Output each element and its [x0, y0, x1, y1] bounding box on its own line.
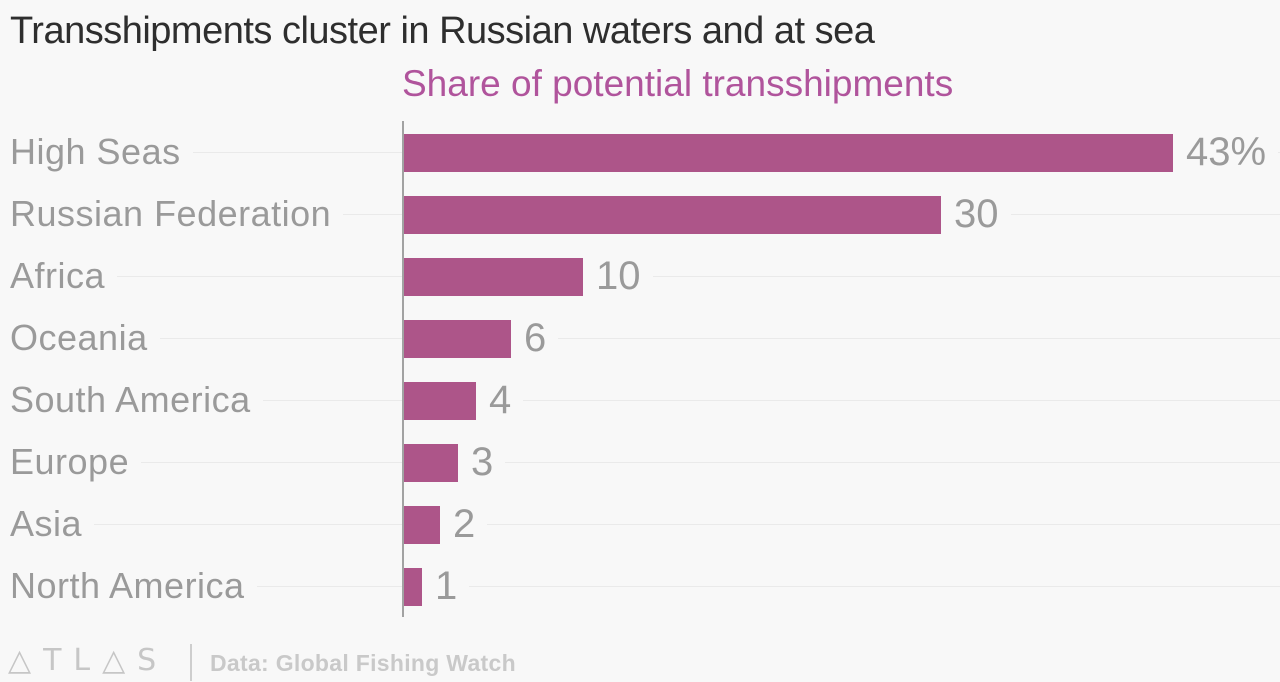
bar-asia [404, 506, 440, 544]
bar-russian-federation [404, 196, 941, 234]
category-label: Russian Federation [0, 183, 344, 245]
value-label: 10 [583, 245, 653, 307]
bar-north-america [404, 568, 422, 606]
data-source-credit: Data: Global Fishing Watch [210, 650, 516, 676]
chart-row: Oceania 6 [0, 307, 1280, 369]
chart-row: Europe 3 [0, 431, 1280, 493]
chart-title: Transshipments cluster in Russian waters… [10, 10, 875, 52]
value-label: 3 [458, 431, 506, 493]
category-label: North America [0, 555, 257, 617]
chart-row: South America 4 [0, 369, 1280, 431]
bar-high-seas [404, 134, 1173, 172]
footer-divider [190, 644, 192, 681]
chart-row: Asia 2 [0, 493, 1280, 555]
chart-rows: High Seas 43% Russian Federation 30 Africa 10… [0, 121, 1280, 617]
y-axis-line [402, 121, 404, 617]
value-label: 30 [941, 183, 1011, 245]
value-label: 1 [422, 555, 470, 617]
value-label: 43% [1173, 121, 1279, 183]
bar-africa [404, 258, 583, 296]
category-label: High Seas [0, 121, 193, 183]
atlas-logo: △TL△S [8, 643, 169, 678]
chart-row: Russian Federation 30 [0, 183, 1280, 245]
value-label: 2 [440, 493, 488, 555]
value-label: 4 [476, 369, 524, 431]
category-label: Oceania [0, 307, 160, 369]
bar-south-america [404, 382, 476, 420]
bar-europe [404, 444, 458, 482]
gridline [0, 338, 1280, 339]
category-label: Europe [0, 431, 142, 493]
plot-area: High Seas 43% Russian Federation 30 Africa 10… [0, 121, 1280, 617]
chart-row: North America 1 [0, 555, 1280, 617]
bar-oceania [404, 320, 511, 358]
gridline [0, 400, 1280, 401]
gridline [0, 586, 1280, 587]
chart-row: High Seas 43% [0, 121, 1280, 183]
chart-row: Africa 10 [0, 245, 1280, 307]
category-label: South America [0, 369, 263, 431]
gridline [0, 524, 1280, 525]
chart-subtitle: Share of potential transshipments [402, 63, 954, 104]
value-label: 6 [511, 307, 559, 369]
category-label: Africa [0, 245, 118, 307]
gridline [0, 462, 1280, 463]
category-label: Asia [0, 493, 95, 555]
